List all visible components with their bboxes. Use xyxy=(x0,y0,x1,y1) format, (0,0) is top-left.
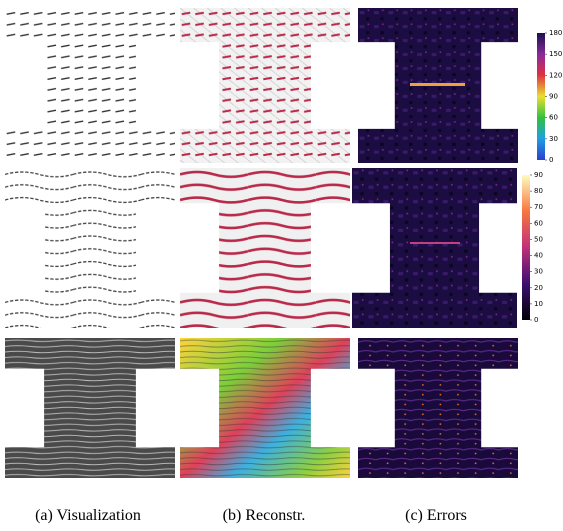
image-c3 xyxy=(358,338,518,478)
colorbar xyxy=(537,33,545,160)
colorbar-tick-label: 60 xyxy=(534,219,543,227)
colorbar-tick-label: 80 xyxy=(534,187,543,195)
colorbar-ticks: 0 30 60 90 120 150 180 0 10 20 30 40 50 60 70 80 90 xyxy=(530,29,562,324)
image-b2 xyxy=(180,168,350,328)
error-highlight xyxy=(410,83,465,86)
image-b3-streaks xyxy=(180,338,350,478)
error-highlight xyxy=(410,242,460,244)
figure: 0 30 60 90 120 150 180 0 10 20 30 40 50 60 70 80 90 (a) … xyxy=(0,0,563,531)
colorbar-tick-label: 0 xyxy=(534,316,538,324)
caption: (b) Reconstr. xyxy=(223,507,306,524)
colorbar-tick-label: 50 xyxy=(534,235,543,243)
image-a1 xyxy=(5,8,175,163)
colorbar-tick-label: 0 xyxy=(549,156,553,164)
caption: (a) Visualization xyxy=(35,507,141,524)
colorbar-tick-label: 40 xyxy=(534,252,543,260)
colorbar-tick-label: 120 xyxy=(549,71,562,79)
colorbar-tick-label: 30 xyxy=(534,268,543,276)
colorbar-tick-label: 20 xyxy=(534,284,543,292)
colorbar-tick-label: 180 xyxy=(549,29,562,37)
image-b1 xyxy=(180,8,350,163)
colorbar xyxy=(522,175,530,320)
image-c2 xyxy=(352,168,517,328)
caption: (c) Errors xyxy=(405,507,467,524)
colorbar-tick-label: 90 xyxy=(534,171,543,179)
colorbar-tick-label: 10 xyxy=(534,300,543,308)
colorbar-tick-label: 60 xyxy=(549,114,558,122)
image-a2 xyxy=(5,168,175,328)
colorbar-tick-label: 30 xyxy=(549,135,558,143)
colorbar-tick-label: 70 xyxy=(534,203,543,211)
panel-grid xyxy=(5,8,518,478)
colorbar-tick-label: 90 xyxy=(549,93,558,101)
colorbar-tick-label: 150 xyxy=(549,50,562,58)
image-a3 xyxy=(5,338,175,478)
